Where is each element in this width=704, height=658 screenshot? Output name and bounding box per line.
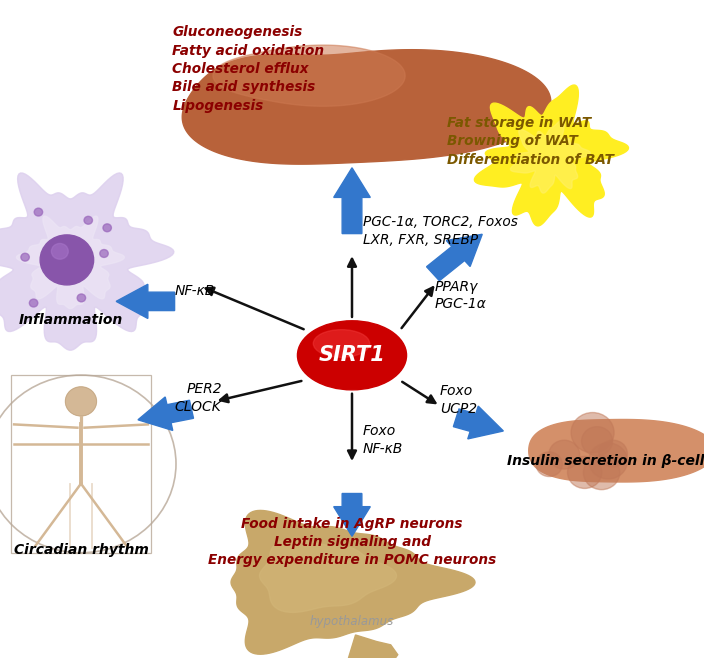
Polygon shape: [231, 511, 475, 654]
Polygon shape: [260, 539, 396, 613]
Text: Food intake in AgRP neurons
Leptin signaling and
Energy expenditure in POMC neur: Food intake in AgRP neurons Leptin signa…: [208, 517, 496, 567]
Polygon shape: [182, 50, 551, 164]
Circle shape: [536, 452, 562, 476]
Text: PGC-1α, TORC2, Foxos
LXR, FXR, SREBP: PGC-1α, TORC2, Foxos LXR, FXR, SREBP: [363, 215, 517, 247]
Ellipse shape: [313, 330, 370, 357]
Polygon shape: [510, 120, 590, 193]
Text: Fat storage in WAT
Browning of WAT
Differentiation of BAT: Fat storage in WAT Browning of WAT Diffe…: [447, 116, 614, 167]
Polygon shape: [348, 635, 398, 658]
Circle shape: [30, 299, 38, 307]
Text: NF-κB: NF-κB: [175, 284, 215, 298]
Circle shape: [567, 457, 602, 488]
Text: hypothalamus: hypothalamus: [310, 615, 394, 628]
Circle shape: [584, 455, 620, 490]
Text: PER2
CLOCK: PER2 CLOCK: [175, 382, 222, 414]
Circle shape: [100, 249, 108, 257]
Circle shape: [40, 235, 94, 285]
Text: Circadian rhythm: Circadian rhythm: [13, 543, 149, 557]
Circle shape: [51, 243, 68, 259]
Text: Foxo
NF-κB: Foxo NF-κB: [363, 424, 403, 456]
Circle shape: [21, 253, 30, 261]
Polygon shape: [0, 173, 174, 350]
Circle shape: [77, 294, 86, 302]
Text: PPARγ
PGC-1α: PPARγ PGC-1α: [435, 280, 487, 311]
Text: Gluconeogenesis
Fatty acid oxidation
Cholesterol efflux
Bile acid synthesis
Lipo: Gluconeogenesis Fatty acid oxidation Cho…: [172, 25, 325, 113]
Polygon shape: [16, 216, 125, 309]
FancyArrow shape: [116, 284, 175, 318]
Bar: [11, 375, 151, 553]
Circle shape: [599, 440, 627, 467]
Text: Inflammation: Inflammation: [18, 313, 122, 326]
Polygon shape: [529, 419, 704, 482]
FancyArrow shape: [427, 234, 482, 281]
Text: Insulin secretion in β-cells: Insulin secretion in β-cells: [507, 453, 704, 468]
Ellipse shape: [297, 320, 407, 390]
Circle shape: [34, 208, 43, 216]
Polygon shape: [433, 84, 482, 120]
Circle shape: [571, 413, 614, 453]
Circle shape: [84, 216, 92, 224]
FancyArrow shape: [334, 168, 370, 234]
Polygon shape: [213, 45, 406, 106]
Text: Foxo
UCP2: Foxo UCP2: [440, 384, 477, 416]
Circle shape: [582, 426, 612, 456]
Circle shape: [103, 224, 111, 232]
Circle shape: [65, 387, 96, 416]
Circle shape: [589, 443, 627, 479]
Text: SIRT1: SIRT1: [319, 345, 385, 365]
Polygon shape: [474, 85, 629, 226]
FancyArrow shape: [334, 494, 370, 536]
FancyArrow shape: [453, 406, 503, 439]
Circle shape: [549, 440, 579, 469]
FancyArrow shape: [138, 397, 194, 430]
